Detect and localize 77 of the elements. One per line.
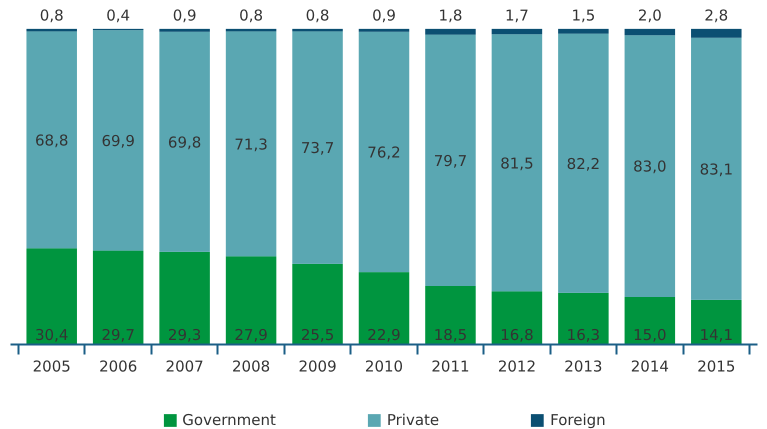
data-label: 18,5 (434, 326, 468, 344)
bar (292, 28, 343, 32)
bar (292, 264, 343, 344)
data-label: 73,7 (300, 139, 334, 158)
bar (226, 256, 276, 344)
bar (358, 272, 410, 344)
data-label: 0,8 (239, 6, 264, 24)
bar (159, 32, 210, 252)
data-label: 83,0 (633, 158, 667, 176)
data-label: 68,8 (35, 131, 68, 150)
x-tick-label: 2008 (232, 357, 270, 376)
bar (159, 252, 210, 344)
bar (92, 250, 144, 344)
bar (558, 292, 609, 344)
data-label: 82,2 (566, 154, 600, 173)
bar (558, 34, 609, 293)
x-tick-label: 2015 (697, 357, 736, 376)
data-label: 2,8 (704, 6, 728, 24)
data-label: 22,9 (367, 326, 401, 344)
bar (226, 31, 276, 256)
bar (691, 28, 742, 38)
data-label: 0,4 (106, 6, 130, 24)
bar (26, 248, 77, 344)
data-label: 2,0 (638, 6, 662, 24)
legend-label: Foreign (550, 411, 606, 429)
data-label: 29,3 (168, 326, 202, 344)
data-label: 0,9 (172, 6, 197, 24)
data-label: 15,0 (633, 326, 667, 344)
data-label: 1,7 (504, 6, 529, 24)
bar (292, 31, 343, 264)
data-label: 71,3 (234, 135, 268, 154)
x-tick-label: 2014 (630, 357, 669, 376)
data-label: 0,9 (372, 6, 396, 24)
data-label: 1,8 (438, 6, 462, 24)
data-label: 0,8 (40, 6, 64, 24)
bar (26, 28, 77, 32)
data-label: 16,8 (500, 326, 534, 344)
data-label: 79,7 (434, 152, 468, 170)
bar (358, 32, 410, 272)
legend-label: Private (386, 411, 440, 429)
data-label: 16,3 (566, 326, 600, 344)
data-label: 29,7 (101, 326, 135, 344)
data-label: 25,5 (300, 326, 334, 344)
data-label: 0,8 (306, 6, 330, 24)
bar (492, 291, 542, 344)
data-label: 14,1 (700, 326, 733, 344)
data-label: 81,5 (500, 154, 534, 172)
bar (92, 30, 144, 251)
x-tick-label: 2005 (32, 357, 71, 376)
bar (624, 35, 676, 298)
data-label: 76,2 (367, 143, 401, 162)
bar (624, 28, 676, 36)
x-tick-label: 2010 (364, 357, 404, 376)
x-tick-label: 2012 (498, 357, 536, 376)
bar (425, 34, 476, 286)
x-tick-label: 2011 (431, 357, 470, 376)
bar (26, 31, 77, 248)
data-label: 1,5 (571, 6, 596, 24)
data-label: 30,4 (35, 326, 68, 344)
legend-label: Government (182, 411, 276, 429)
x-tick-label: 2009 (298, 357, 337, 376)
bar (691, 38, 742, 300)
bar (425, 28, 476, 35)
x-tick-label: 2007 (166, 357, 204, 376)
bar (558, 28, 609, 34)
x-tick-label: 2006 (99, 357, 138, 376)
bar (425, 286, 476, 344)
data-label: 69,8 (168, 133, 202, 152)
bar (492, 34, 542, 292)
data-label: 83,1 (700, 160, 733, 178)
bar (226, 28, 276, 32)
x-tick-label: 2013 (564, 357, 602, 376)
data-label: 27,9 (234, 326, 268, 344)
bar (624, 297, 676, 344)
data-label: 69,9 (101, 132, 135, 150)
bar (492, 28, 542, 34)
bar (691, 300, 742, 344)
